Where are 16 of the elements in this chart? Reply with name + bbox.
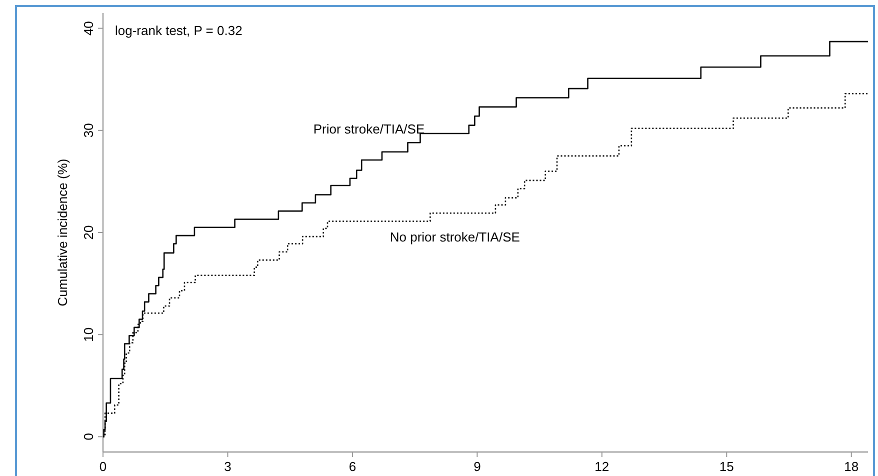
x-tick-label: 9 <box>474 459 481 474</box>
y-tick-label: 20 <box>81 225 96 240</box>
x-tick-label: 18 <box>844 459 859 474</box>
y-tick-label: 30 <box>81 123 96 138</box>
y-tick-label: 10 <box>81 327 96 342</box>
x-tick-label: 0 <box>99 459 107 474</box>
annotation: log-rank test, P = 0.32 <box>115 23 242 38</box>
x-tick-label: 6 <box>348 459 356 474</box>
y-axis-title: Cumulative incidence (%) <box>55 158 70 306</box>
series-label: No prior stroke/TIA/SE <box>390 229 520 244</box>
x-tick-label: 15 <box>719 459 734 474</box>
series-label: Prior stroke/TIA/SE <box>313 122 425 137</box>
x-tick-label: 3 <box>224 459 232 474</box>
y-tick-label: 40 <box>81 21 96 36</box>
y-tick-label: 0 <box>81 433 96 440</box>
x-tick-label: 12 <box>594 459 610 474</box>
